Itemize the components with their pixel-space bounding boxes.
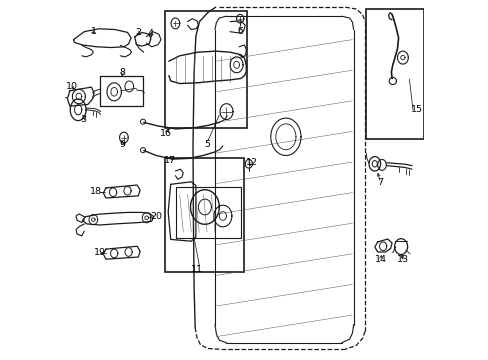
Text: 5: 5 (204, 140, 210, 149)
Text: 9: 9 (120, 140, 125, 149)
Text: 14: 14 (374, 256, 386, 264)
Text: 11: 11 (191, 265, 203, 274)
Text: 1: 1 (91, 27, 97, 36)
Text: 10: 10 (65, 82, 78, 91)
Text: 8: 8 (119, 68, 125, 77)
Bar (366, 9, 423, 139)
Text: 4: 4 (147, 29, 153, 38)
Text: 20: 20 (150, 212, 162, 221)
Text: 15: 15 (410, 105, 422, 114)
Text: 18: 18 (90, 187, 102, 196)
Text: 6: 6 (237, 27, 243, 36)
Bar (164, 158, 244, 272)
Text: 7: 7 (377, 179, 383, 188)
Text: 16: 16 (160, 130, 172, 139)
Bar (164, 11, 247, 128)
Text: 3: 3 (80, 115, 86, 124)
Text: 13: 13 (396, 256, 408, 264)
Text: 17: 17 (163, 156, 175, 165)
Text: 12: 12 (245, 158, 257, 166)
Text: 2: 2 (135, 28, 141, 37)
Text: 19: 19 (94, 248, 105, 257)
